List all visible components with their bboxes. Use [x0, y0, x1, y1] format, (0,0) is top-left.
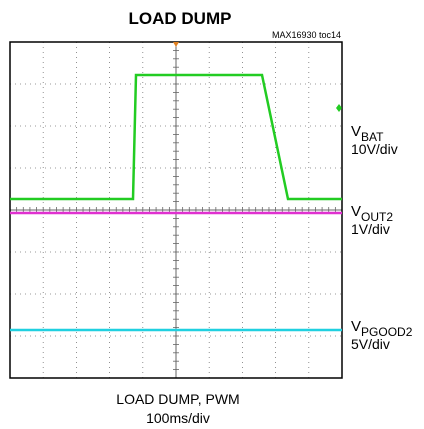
- caption: 100ms/div: [146, 410, 210, 426]
- channel-name-sub: OUT2: [361, 210, 393, 224]
- tag: MAX16930 toc14: [272, 30, 341, 40]
- channel-name-main: V: [351, 203, 361, 220]
- channel-name-sub: BAT: [361, 130, 384, 144]
- grid: [9, 41, 343, 379]
- channel-scale: 10V/div: [351, 141, 398, 157]
- vbat-trace: [10, 73, 342, 201]
- channel-scale: 1V/div: [351, 221, 390, 237]
- trigger-marker: [173, 42, 179, 47]
- channel-name-sub: PGOOD2: [361, 325, 413, 339]
- channel-scale: 5V/div: [351, 336, 390, 352]
- channel-name: VOUT2: [351, 203, 393, 224]
- channel-name-main: V: [351, 318, 361, 335]
- channel-name: VBAT: [351, 123, 384, 144]
- channel-name: VPGOOD2: [351, 318, 413, 339]
- channel-marker: [336, 104, 342, 112]
- title: LOAD DUMP: [129, 9, 232, 28]
- channel-name-main: V: [351, 123, 361, 140]
- caption: LOAD DUMP, PWM: [116, 391, 239, 407]
